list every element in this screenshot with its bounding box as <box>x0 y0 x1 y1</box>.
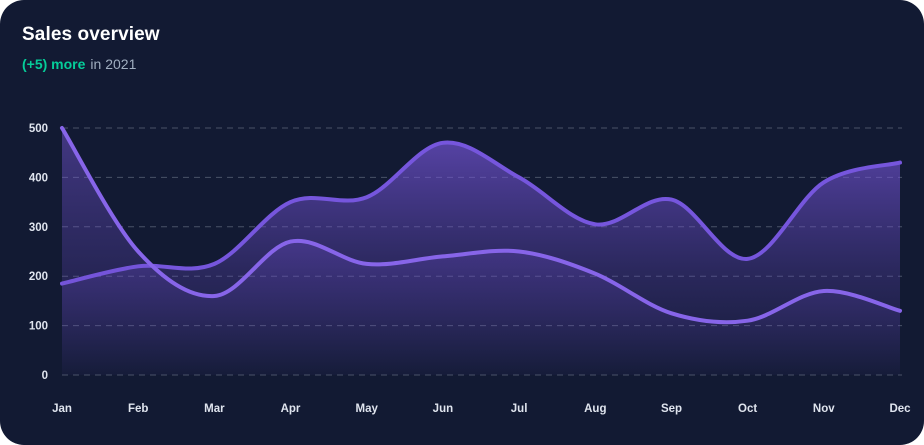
x-axis-label: Jul <box>511 403 528 415</box>
page-title: Sales overview <box>22 24 160 45</box>
y-axis-label: 400 <box>29 172 48 184</box>
x-axis-label: Aug <box>584 403 606 415</box>
x-axis-label: Jun <box>433 403 453 415</box>
y-axis-label: 100 <box>29 321 48 333</box>
line-series-1 <box>60 126 902 325</box>
y-axis-labels: 0 100 200 300 400 500 <box>29 123 48 382</box>
x-axis-label: May <box>356 403 379 415</box>
y-axis-label: 500 <box>29 123 48 135</box>
x-axis-label: Feb <box>128 403 148 415</box>
x-axis-label: Jan <box>52 403 72 415</box>
x-axis-labels: Jan Feb Mar Apr May Jun Jul Aug Sep Oct Nov Dec <box>52 403 911 415</box>
y-axis-label: 200 <box>29 271 48 283</box>
x-axis-label: Oct <box>738 403 757 415</box>
card-header: Sales overview (+5) more in 2021 <box>22 24 160 72</box>
x-axis-label: Nov <box>813 403 835 415</box>
x-axis-label: Apr <box>281 403 301 415</box>
y-axis-label: 300 <box>29 222 48 234</box>
chart-subtitle: (+5) more in 2021 <box>22 56 160 72</box>
subtitle-highlight: (+5) more <box>22 56 86 72</box>
subtitle-rest: in 2021 <box>90 56 137 72</box>
area-series <box>60 126 902 375</box>
area-fill-series-1 <box>62 128 900 375</box>
x-axis-label: Dec <box>889 403 911 415</box>
line-series-2 <box>60 140 902 286</box>
x-axis-label: Sep <box>661 403 682 415</box>
x-axis-label: Mar <box>204 403 225 415</box>
y-axis-label: 0 <box>42 370 48 382</box>
